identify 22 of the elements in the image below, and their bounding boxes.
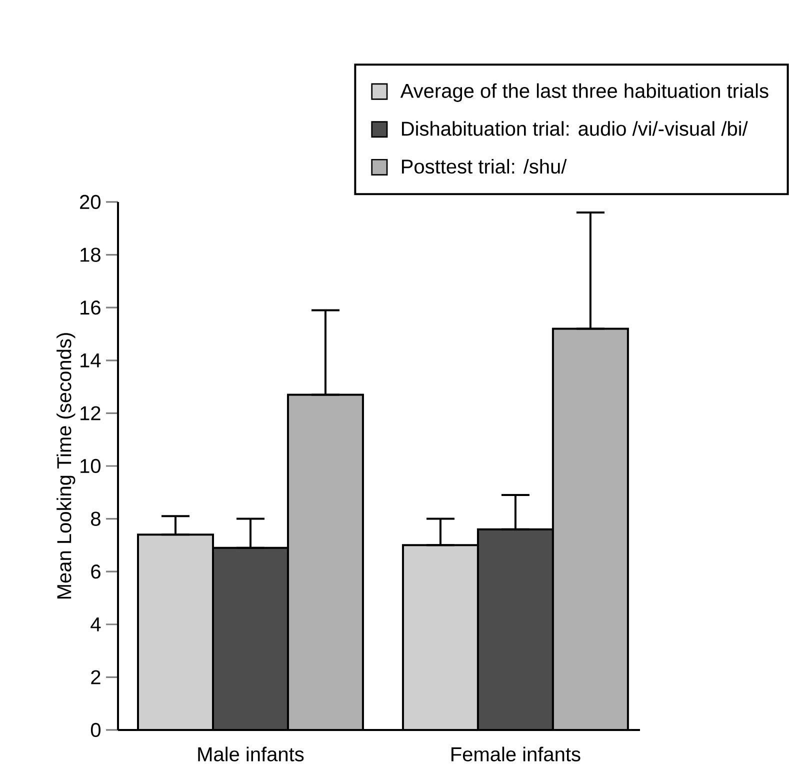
bar xyxy=(212,548,288,730)
y-tick-label: 20 xyxy=(80,194,100,210)
x-tick-label: Female infants xyxy=(452,746,580,762)
y-tick-label: 6 xyxy=(91,564,100,579)
y-tick-label: 8 xyxy=(91,512,100,526)
bar xyxy=(288,394,363,730)
bar xyxy=(552,328,629,730)
y-tick-label: 10 xyxy=(80,458,100,474)
y-tick-label: 18 xyxy=(80,248,100,262)
y-tick-label: 2 xyxy=(91,670,100,684)
x-tick-label: Male infants xyxy=(198,746,304,762)
y-tick-label: 4 xyxy=(90,618,101,632)
y-tick-label: 0 xyxy=(90,722,100,738)
bar xyxy=(138,534,213,730)
legend-label: Average of the last three habituation trials xyxy=(400,83,768,102)
y-tick-label: 16 xyxy=(80,300,100,315)
y-axis-title: Mean Looking Time (seconds) xyxy=(56,333,76,598)
legend-label: Dishabituation trial: audio /vi/-visual /bi/ xyxy=(402,121,748,136)
bar xyxy=(476,528,554,730)
y-tick-label: 12 xyxy=(80,406,100,420)
legend-label: Posttest trial: /shu/ xyxy=(402,158,567,174)
y-tick-label: 14 xyxy=(80,354,101,368)
